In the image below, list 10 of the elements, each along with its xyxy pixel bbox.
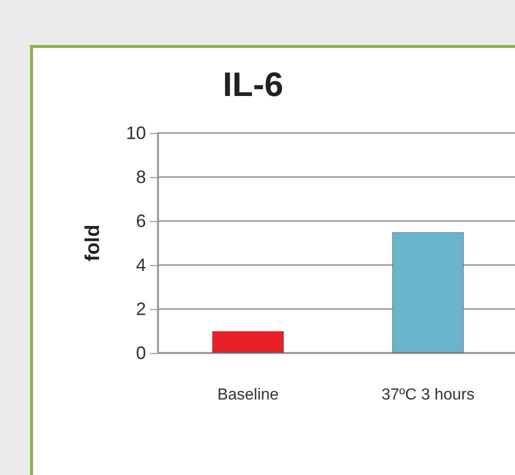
y-tick-label: 4 bbox=[136, 255, 146, 275]
y-tick-label: 2 bbox=[136, 299, 146, 319]
y-tick-label: 8 bbox=[136, 167, 146, 187]
y-tick-label: 6 bbox=[136, 211, 146, 231]
x-tick-label: Baseline bbox=[217, 386, 279, 404]
y-axis-title: fold bbox=[82, 224, 104, 262]
y-tick-label: 0 bbox=[136, 343, 146, 363]
x-tick-label: 37ºC 3 hours bbox=[381, 386, 475, 404]
y-tick-label: 10 bbox=[126, 123, 146, 143]
chart-title: IL-6 bbox=[222, 66, 284, 104]
